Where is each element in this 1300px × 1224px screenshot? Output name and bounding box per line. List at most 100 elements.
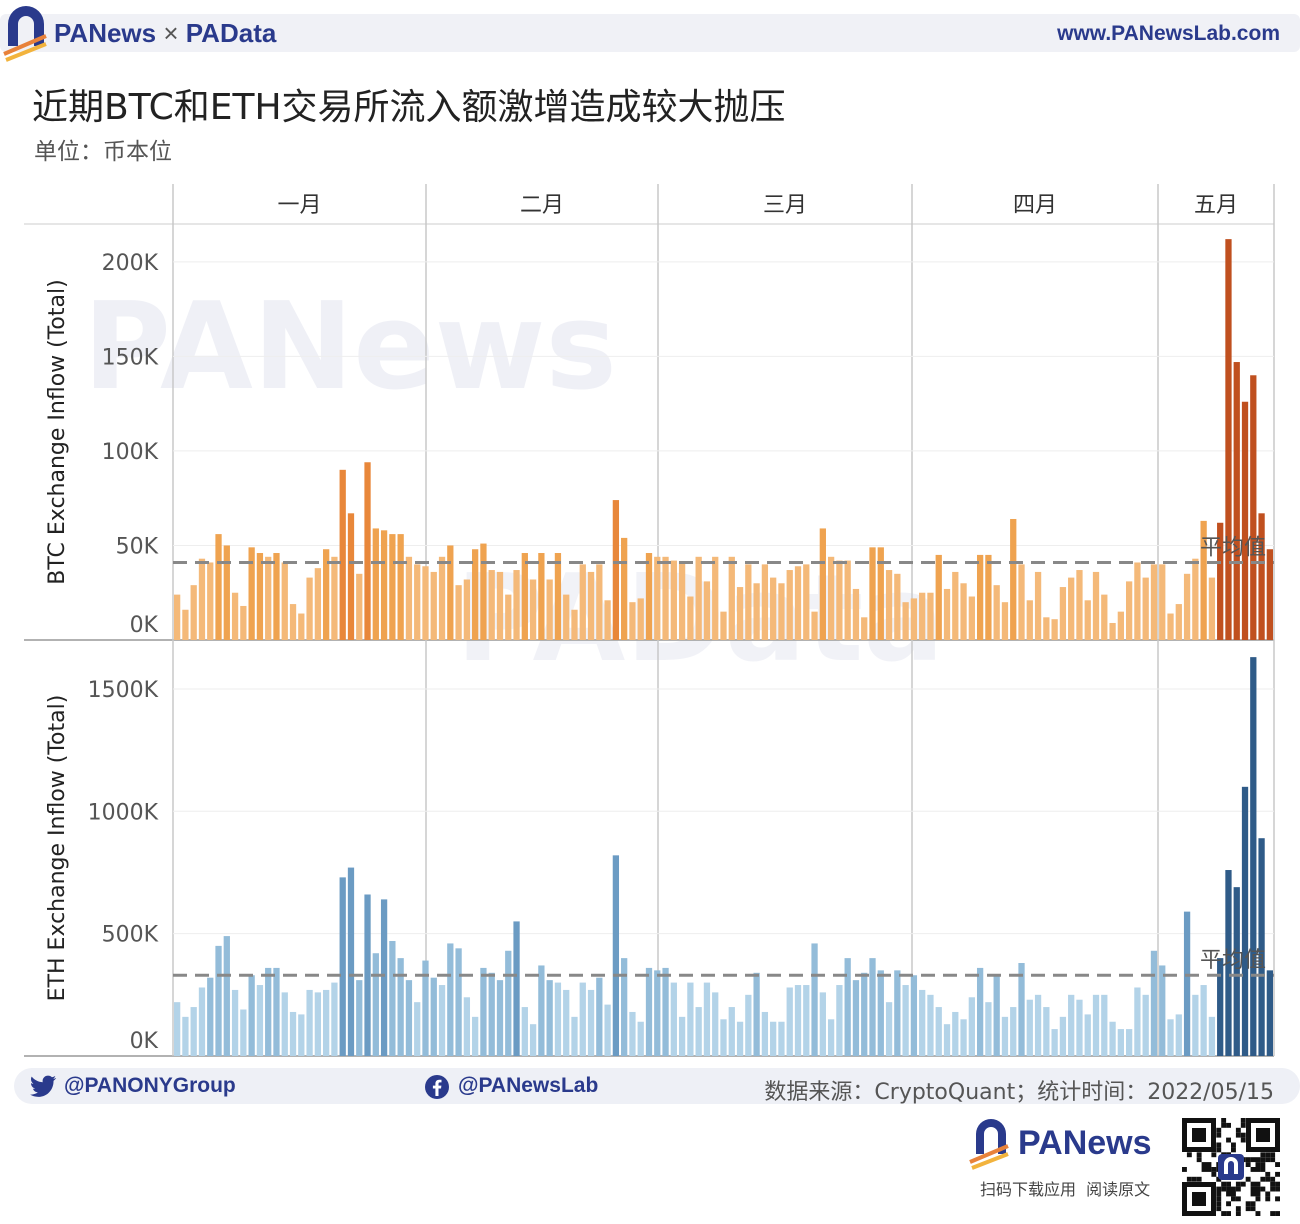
qr-cell: [1235, 1206, 1241, 1212]
bar: [910, 975, 918, 1056]
y-tick-label: 1500K: [88, 678, 159, 703]
qr-code-icon[interactable]: [1180, 1116, 1282, 1218]
bar: [265, 967, 272, 1056]
bar: [554, 982, 562, 1056]
bar: [1175, 604, 1182, 640]
bar: [1183, 911, 1191, 1056]
qr-cell: [1275, 1181, 1280, 1187]
bar: [1200, 520, 1207, 640]
bar: [811, 611, 818, 640]
qr-cell: [1250, 1181, 1256, 1187]
bar: [529, 579, 537, 640]
bar: [894, 970, 901, 1056]
bar: [174, 594, 181, 640]
qr-cell: [1235, 1211, 1241, 1216]
bar: [496, 571, 504, 640]
bar: [629, 602, 636, 640]
month-label: 二月: [520, 193, 564, 218]
qr-cell: [1250, 1201, 1256, 1207]
bar: [397, 534, 404, 640]
bar: [505, 950, 512, 1056]
bar: [861, 972, 868, 1056]
bar: [430, 571, 437, 640]
qr-cell: [1211, 1152, 1217, 1158]
qr-cell: [1240, 1118, 1246, 1123]
qr-cell: [1201, 1162, 1207, 1167]
bar: [298, 613, 305, 640]
bar: [1266, 970, 1273, 1056]
bar: [364, 462, 371, 640]
y-tick-label: 150K: [102, 345, 159, 370]
bar: [1142, 994, 1149, 1056]
bar: [736, 587, 744, 640]
bar: [223, 545, 230, 640]
qr-cell: [1260, 1176, 1266, 1182]
bar: [1241, 786, 1249, 1056]
bar: [852, 588, 860, 640]
bar: [331, 982, 338, 1056]
qr-cell: [1270, 1186, 1276, 1192]
facebook-handle[interactable]: @PANewsLab: [458, 1074, 599, 1097]
bar: [637, 598, 644, 640]
twitter-handle[interactable]: @PANONYGroup: [64, 1074, 236, 1097]
bar: [538, 965, 545, 1056]
bar: [1018, 564, 1025, 640]
bar: [852, 980, 860, 1056]
y-axis-label: BTC Exchange Inflow (Total): [45, 279, 70, 584]
qr-cell: [1255, 1191, 1261, 1197]
header-bar: [0, 14, 1300, 52]
bar: [190, 585, 197, 640]
qr-cell: [1255, 1186, 1261, 1192]
bar: [1192, 558, 1199, 640]
bar: [480, 543, 487, 640]
bar: [695, 556, 702, 640]
qr-cell: [1260, 1167, 1266, 1172]
qr-cell: [1270, 1181, 1276, 1187]
bar: [894, 573, 901, 640]
qr-cell: [1201, 1167, 1207, 1172]
bar: [231, 592, 239, 640]
bar: [678, 1016, 686, 1056]
bar: [1142, 577, 1149, 640]
bar: [380, 899, 388, 1056]
qr-cell: [1265, 1176, 1271, 1182]
bar: [1125, 1029, 1133, 1056]
bar: [827, 556, 835, 640]
bar: [803, 564, 810, 640]
qr-cell: [1275, 1196, 1280, 1202]
qr-cell: [1245, 1201, 1251, 1207]
qr-cell: [1270, 1152, 1276, 1158]
bar: [745, 994, 752, 1056]
month-label: 一月: [277, 193, 321, 218]
bar: [728, 1007, 735, 1056]
bar: [306, 577, 313, 640]
bar: [1134, 987, 1141, 1056]
bar: [1217, 522, 1224, 640]
y-tick-label: 0K: [130, 1029, 159, 1054]
qr-cell: [1255, 1181, 1261, 1187]
bar: [554, 553, 562, 640]
bar: [670, 982, 677, 1056]
bar: [1043, 1007, 1050, 1056]
bar: [885, 1002, 893, 1056]
bar: [761, 1011, 769, 1056]
bar: [1109, 1021, 1116, 1056]
qr-cell: [1221, 1118, 1227, 1123]
qr-cell: [1245, 1157, 1251, 1163]
qr-cell: [1216, 1142, 1222, 1148]
bar: [1225, 870, 1232, 1056]
bar: [794, 566, 802, 640]
bar: [778, 583, 785, 640]
bar: [538, 553, 545, 640]
bar: [488, 570, 495, 640]
bar: [786, 570, 793, 640]
qr-cell: [1211, 1167, 1217, 1172]
bar: [654, 970, 661, 1056]
bar: [1092, 571, 1100, 640]
bar: [612, 500, 620, 640]
site-url[interactable]: www.PANewsLab.com: [1057, 22, 1280, 45]
bar: [902, 985, 909, 1056]
qr-cell: [1275, 1162, 1280, 1167]
qr-cell: [1240, 1132, 1246, 1138]
bar: [1241, 401, 1249, 640]
